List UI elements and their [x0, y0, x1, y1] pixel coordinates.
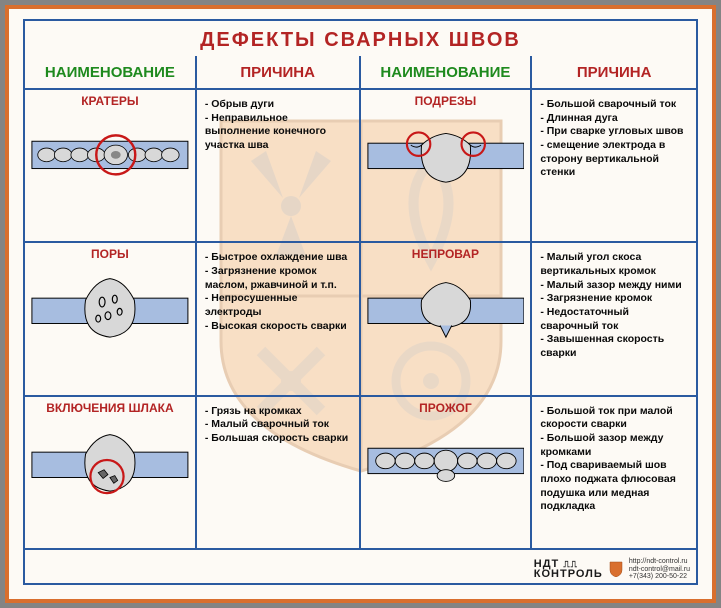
diagram-prozhog: [367, 419, 525, 497]
defect-cell-pory: ПОРЫ: [25, 243, 197, 396]
cause-line: При сварке угловых швов - смещение элект…: [540, 125, 688, 180]
cause-line: Неправильное выполнение конечного участк…: [205, 112, 351, 153]
cause-line: Недостаточный сварочный ток: [540, 306, 688, 333]
cause-cell-pory: Быстрое охлаждение шваЗагрязнение кромок…: [197, 243, 361, 396]
footer-brand: НДТ ⎍⎍ КОНТРОЛЬ: [534, 559, 603, 580]
cause-line: Обрыв дуги: [205, 98, 351, 112]
defect-name: НЕПРОВАР: [367, 247, 525, 261]
cause-line: Быстрое охлаждение шва: [205, 251, 351, 265]
cause-line: Большой зазор между кромками: [540, 432, 688, 459]
outer-frame: ДЕФЕКТЫ СВАРНЫХ ШВОВ НАИМЕНОВАНИЕ ПРИЧИН…: [5, 5, 716, 603]
header-cause-2: ПРИЧИНА: [532, 56, 696, 90]
cause-cell-prozhog: Большой ток при малой скорости сваркиБол…: [532, 397, 696, 550]
defect-cell-podrezy: ПОДРЕЗЫ: [361, 90, 533, 243]
diagram-kratery: [31, 112, 189, 190]
cause-line: Высокая скорость сварки: [205, 320, 351, 334]
cause-cell-shlak: Грязь на кромкахМалый сварочный токБольш…: [197, 397, 361, 550]
footer-contact: http://ndt-control.ru ndt-control@mail.r…: [629, 558, 690, 581]
header-name-1: НАИМЕНОВАНИЕ: [25, 56, 197, 90]
poster-title: ДЕФЕКТЫ СВАРНЫХ ШВОВ: [25, 21, 696, 56]
cause-line: Грязь на кромках: [205, 405, 351, 419]
defect-cell-kratery: КРАТЕРЫ: [25, 90, 197, 243]
defect-name: ВКЛЮЧЕНИЯ ШЛАКА: [31, 401, 189, 415]
diagram-podrezy: [367, 112, 525, 190]
header-name-2: НАИМЕНОВАНИЕ: [361, 56, 533, 90]
defect-cell-neprovar: НЕПРОВАР: [361, 243, 533, 396]
footer: НДТ ⎍⎍ КОНТРОЛЬ http://ndt-control.ru nd…: [534, 558, 690, 581]
cause-line: Длинная дуга: [540, 112, 688, 126]
defect-name: КРАТЕРЫ: [31, 94, 189, 108]
defect-cell-prozhog: ПРОЖОГ: [361, 397, 533, 550]
cause-line: Малый сварочный ток: [205, 418, 351, 432]
cause-line: Под свариваемый шов плохо поджата флюсов…: [540, 459, 688, 514]
cause-line: Непросушенные электроды: [205, 292, 351, 319]
header-cause-1: ПРИЧИНА: [197, 56, 361, 90]
defect-name: ПОРЫ: [31, 247, 189, 261]
cause-line: Загрязнение кромок маслом, ржавчиной и т…: [205, 265, 351, 292]
cause-cell-podrezy: Большой сварочный токДлинная дугаПри сва…: [532, 90, 696, 243]
cause-line: Завышенная скорость сварки: [540, 333, 688, 360]
cause-cell-kratery: Обрыв дугиНеправильное выполнение конечн…: [197, 90, 361, 243]
cause-line: Малый угол скоса вертикальных кромок: [540, 251, 688, 278]
defect-cell-shlak: ВКЛЮЧЕНИЯ ШЛАКА: [25, 397, 197, 550]
diagram-pory: [31, 265, 189, 343]
cause-cell-neprovar: Малый угол скоса вертикальных кромокМалы…: [532, 243, 696, 396]
poster: ДЕФЕКТЫ СВАРНЫХ ШВОВ НАИМЕНОВАНИЕ ПРИЧИН…: [23, 19, 698, 585]
defects-table: НАИМЕНОВАНИЕ ПРИЧИНА НАИМЕНОВАНИЕ ПРИЧИН…: [25, 56, 696, 550]
cause-line: Большой ток при малой скорости сварки: [540, 405, 688, 432]
defect-name: ПРОЖОГ: [367, 401, 525, 415]
cause-line: Большой сварочный ток: [540, 98, 688, 112]
cause-line: Большая скорость сварки: [205, 432, 351, 446]
diagram-neprovar: [367, 265, 525, 343]
footer-shield-icon: [609, 561, 623, 577]
diagram-shlak: [31, 419, 189, 497]
cause-line: Малый зазор между ними: [540, 279, 688, 293]
cause-line: Загрязнение кромок: [540, 292, 688, 306]
defect-name: ПОДРЕЗЫ: [367, 94, 525, 108]
